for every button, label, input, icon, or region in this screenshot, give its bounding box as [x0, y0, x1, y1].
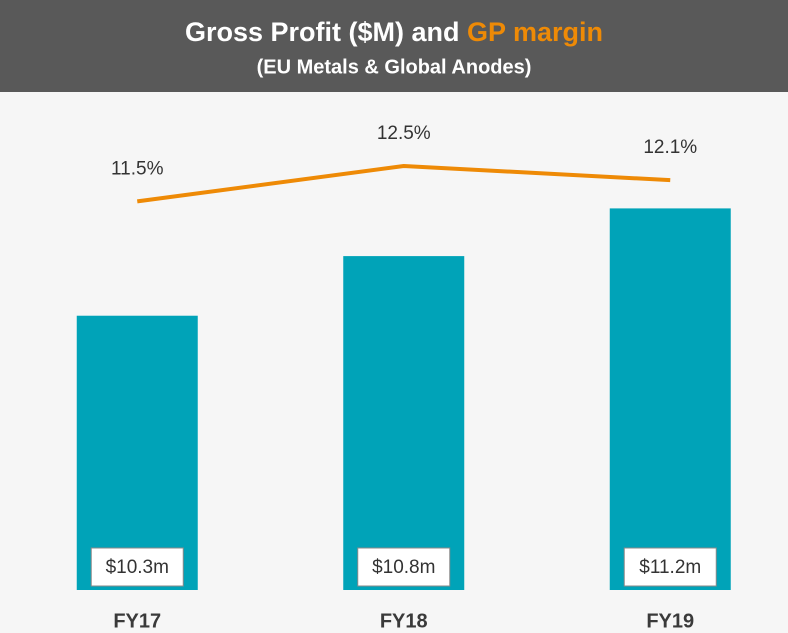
line-value-label: 12.5% — [377, 123, 431, 144]
x-tick-label: FY19 — [646, 610, 694, 632]
x-tick-label: FY17 — [113, 610, 161, 632]
line-value-label: 12.1% — [643, 137, 697, 158]
x-tick-label: FY18 — [380, 610, 428, 632]
bar — [76, 315, 198, 590]
title-main: Gross Profit ($M) and — [185, 17, 460, 47]
value-label: $11.2m — [639, 557, 701, 578]
header — [0, 0, 788, 92]
bar — [609, 208, 731, 590]
value-label-box — [357, 547, 451, 587]
chart-title: Gross Profit ($M) and GP margin — [185, 17, 603, 47]
value-label-box — [90, 547, 184, 587]
chart-subtitle: (EU Metals & Global Anodes) — [257, 56, 532, 78]
value-label: $10.3m — [106, 557, 169, 578]
line — [136, 164, 671, 204]
line-value-label: 11.5% — [111, 158, 164, 179]
value-label-box — [623, 547, 717, 587]
bar — [343, 256, 465, 590]
title-highlight: GP margin — [467, 17, 603, 47]
value-label: $10.8m — [372, 557, 435, 578]
